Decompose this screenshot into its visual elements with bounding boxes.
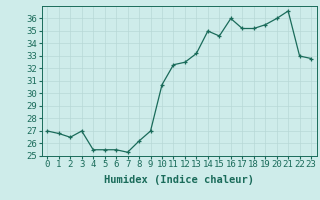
X-axis label: Humidex (Indice chaleur): Humidex (Indice chaleur) <box>104 175 254 185</box>
